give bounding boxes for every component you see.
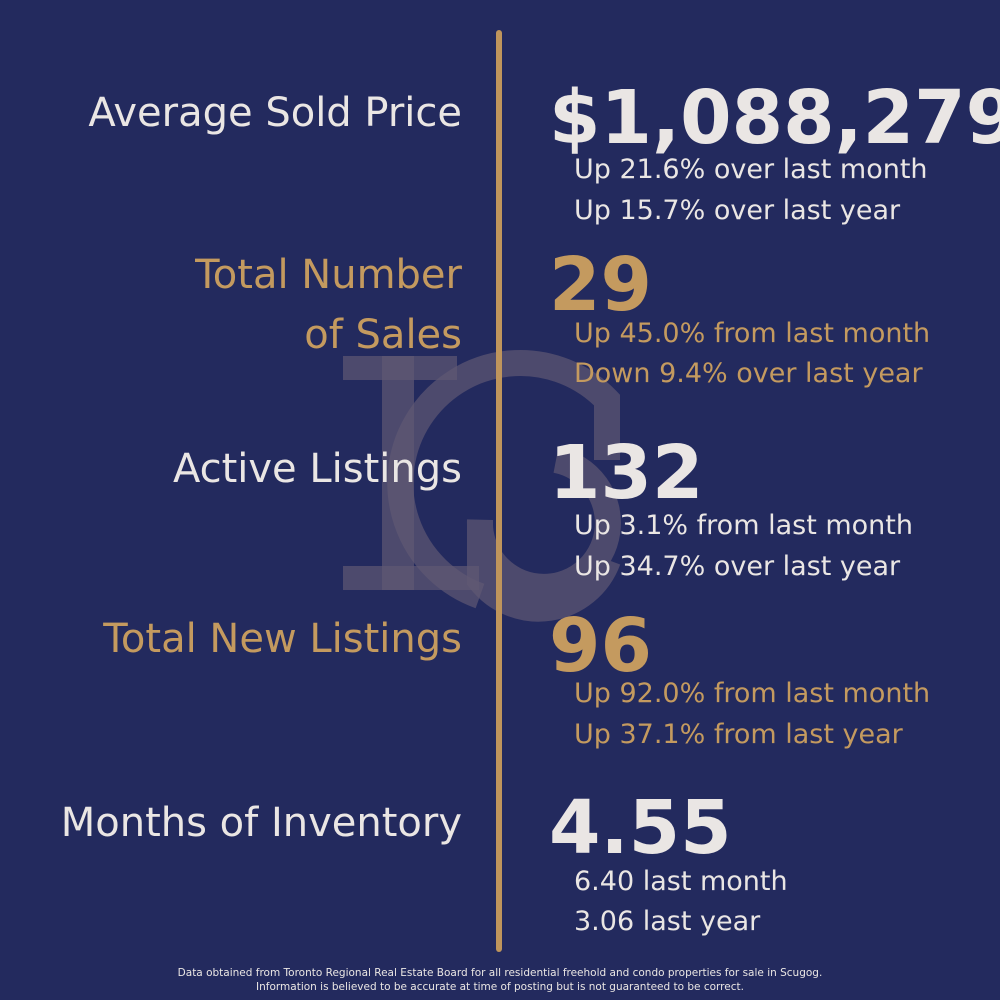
total-new-listings-yearly-change: Up 37.1% from last year [574, 719, 903, 750]
active-listings-yearly-change: Up 34.7% over last year [574, 551, 901, 582]
average-sold-price-label: Average Sold Price [88, 90, 462, 136]
total-number-of-sales-label-line1: Total Number [195, 252, 462, 298]
total-number-of-sales-monthly-change: Up 45.0% from last month [574, 318, 931, 349]
months-of-inventory-last-year: 3.06 last year [574, 906, 761, 937]
average-sold-price-monthly-change: Up 21.6% over last month [574, 154, 928, 185]
total-number-of-sales-label-line2: of Sales [304, 312, 462, 358]
months-of-inventory-value: 4.55 [549, 785, 732, 871]
total-number-of-sales-value: 29 [549, 242, 652, 328]
total-new-listings-monthly-change: Up 92.0% from last month [574, 678, 931, 709]
total-new-listings-label: Total New Listings [103, 616, 462, 662]
months-of-inventory-last-month: 6.40 last month [574, 866, 788, 897]
average-sold-price-value: $1,088,279 [549, 75, 1000, 161]
center-divider [496, 30, 502, 952]
active-listings-value: 132 [549, 430, 704, 516]
disclaimer-line-1: Data obtained from Toronto Regional Real… [177, 967, 823, 979]
months-of-inventory-label: Months of Inventory [60, 800, 462, 846]
disclaimer-line-2: Information is believed to be accurate a… [256, 981, 744, 994]
average-sold-price-yearly-change: Up 15.7% over last year [574, 195, 901, 226]
total-new-listings-value: 96 [549, 603, 652, 689]
active-listings-label: Active Listings [172, 446, 462, 492]
active-listings-monthly-change: Up 3.1% from last month [574, 510, 913, 541]
total-number-of-sales-yearly-change: Down 9.4% over last year [574, 358, 923, 389]
disclaimer-footer: Data obtained from Toronto Regional Real… [0, 966, 1000, 994]
